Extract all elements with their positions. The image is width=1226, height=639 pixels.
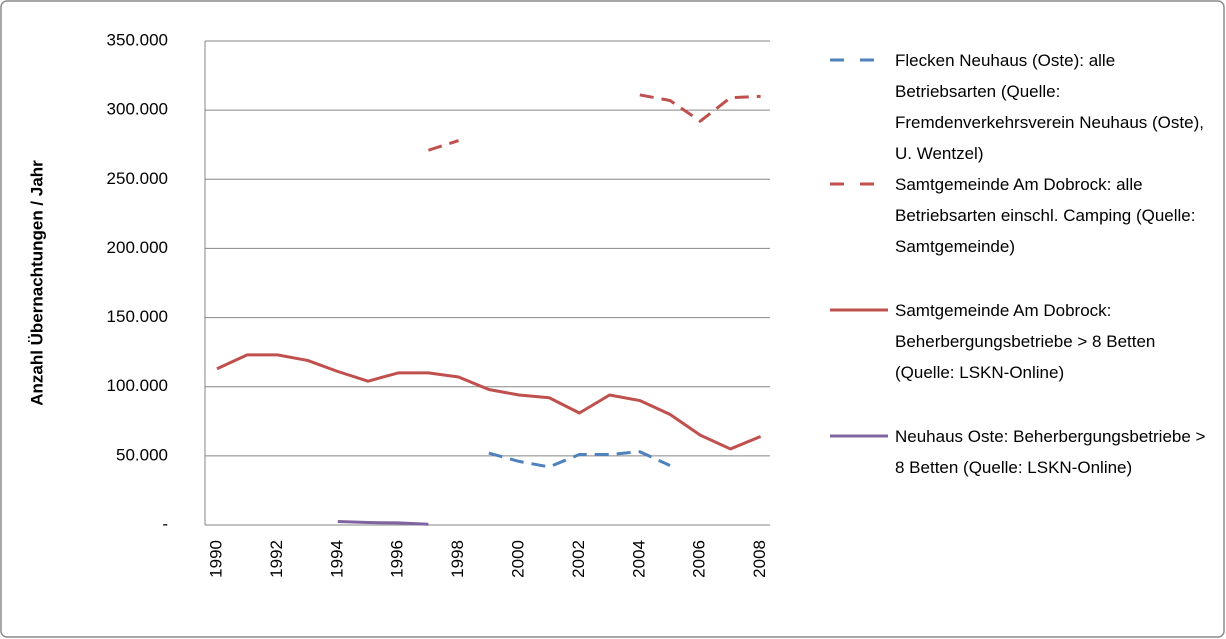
x-tick-label: 1996	[388, 540, 407, 578]
series-line	[427, 93, 761, 152]
y-axis-label: Anzahl Übernachtungen / Jahr	[27, 160, 46, 406]
series-line	[337, 520, 429, 526]
y-tick-label: 100.000	[107, 376, 168, 395]
legend-entry: Flecken Neuhaus (Oste): alle Betriebsart…	[895, 51, 1204, 163]
x-tick-label: 1990	[206, 540, 225, 578]
legend-entry: Samtgemeinde Am Dobrock: alle Betriebsar…	[895, 175, 1196, 256]
y-tick-label: -	[162, 514, 168, 533]
x-tick-label: 2002	[569, 540, 588, 578]
x-tick-label: 1994	[327, 540, 346, 578]
y-tick-label: 150.000	[107, 307, 168, 326]
series-line	[488, 450, 671, 469]
x-tick-label: 2000	[508, 540, 527, 578]
x-tick-label: 1998	[448, 540, 467, 578]
legend-entry: Neuhaus Oste: Beherbergungsbetriebe > 8 …	[895, 427, 1206, 477]
y-tick-label: 350.000	[107, 30, 168, 49]
y-tick-label: 250.000	[107, 169, 168, 188]
x-tick-label: 2006	[690, 540, 709, 578]
x-tick-label: 2004	[629, 540, 648, 578]
legend-entry: Samtgemeinde Am Dobrock: Beherbergungsbe…	[895, 301, 1156, 382]
x-tick-label: 1992	[267, 540, 286, 578]
y-tick-label: 300.000	[107, 100, 168, 119]
series-line	[216, 353, 762, 451]
y-tick-label: 50.000	[116, 445, 168, 464]
y-tick-label: 200.000	[107, 238, 168, 257]
x-tick-label: 2008	[750, 540, 769, 578]
